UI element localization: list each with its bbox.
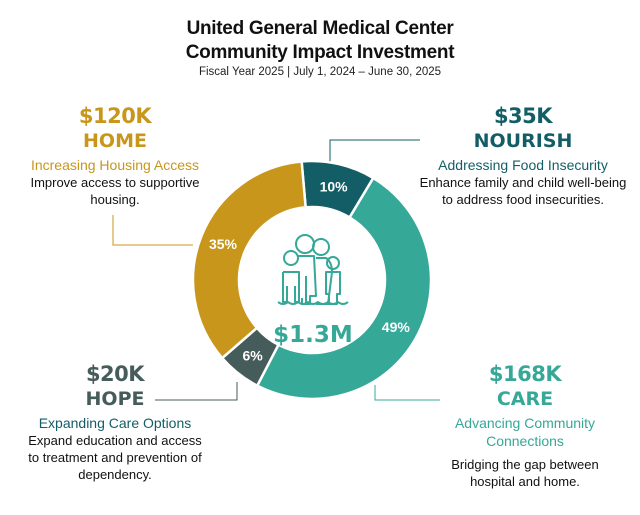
nourish-callout: $35K NOURISH Addressing Food Insecurity … [418,104,628,208]
title-line-1: United General Medical Center [186,18,454,39]
slice-label-care: 49% [382,319,411,335]
home-leader-line [112,215,193,246]
hope-name: HOPE [85,388,145,410]
home-name: HOME [83,130,147,152]
slice-care [255,176,433,401]
nourish-name: NOURISH [473,130,573,152]
care-callout: $168K CARE Advancing Community Connectio… [420,362,630,490]
nourish-description: Enhance family and child well-being to a… [419,175,627,207]
total-amount: $1.3M [273,322,353,348]
slice-label-nourish: 10% [320,178,349,194]
hope-headline: Expanding Care Options [38,415,192,431]
nourish-amount: $35K [493,104,553,128]
home-description: Improve access to supportive housing. [30,175,200,207]
slice-home [191,160,307,360]
slice-label-home: 35% [209,236,238,252]
care-leader-line [374,385,440,401]
slice-label-hope: 6% [243,347,264,363]
home-amount: $120K [78,104,152,128]
hope-callout: $20K HOPE Expanding Care Options Expand … [10,362,220,483]
hope-description: Expand education and access to treatment… [28,433,202,482]
hope-leader-line [155,382,238,401]
home-headline: Increasing Housing Access [30,157,200,173]
hope-amount: $20K [85,362,145,386]
home-callout: $120K HOME Increasing Housing Access Imp… [10,104,220,208]
care-name: CARE [496,388,554,410]
nourish-leader-line [329,139,420,165]
nourish-headline: Addressing Food Insecurity [438,157,608,173]
title-line-2: Community Impact Investment [185,42,455,63]
care-description: Bridging the gap between hospital and ho… [451,457,599,489]
care-amount: $168K [488,362,562,386]
family-icon [277,234,349,305]
care-headline: Advancing Community Connections [454,415,596,449]
leader-lines [112,139,440,401]
subtitle: Fiscal Year 2025 | July 1, 2024 – June 3… [198,66,442,78]
